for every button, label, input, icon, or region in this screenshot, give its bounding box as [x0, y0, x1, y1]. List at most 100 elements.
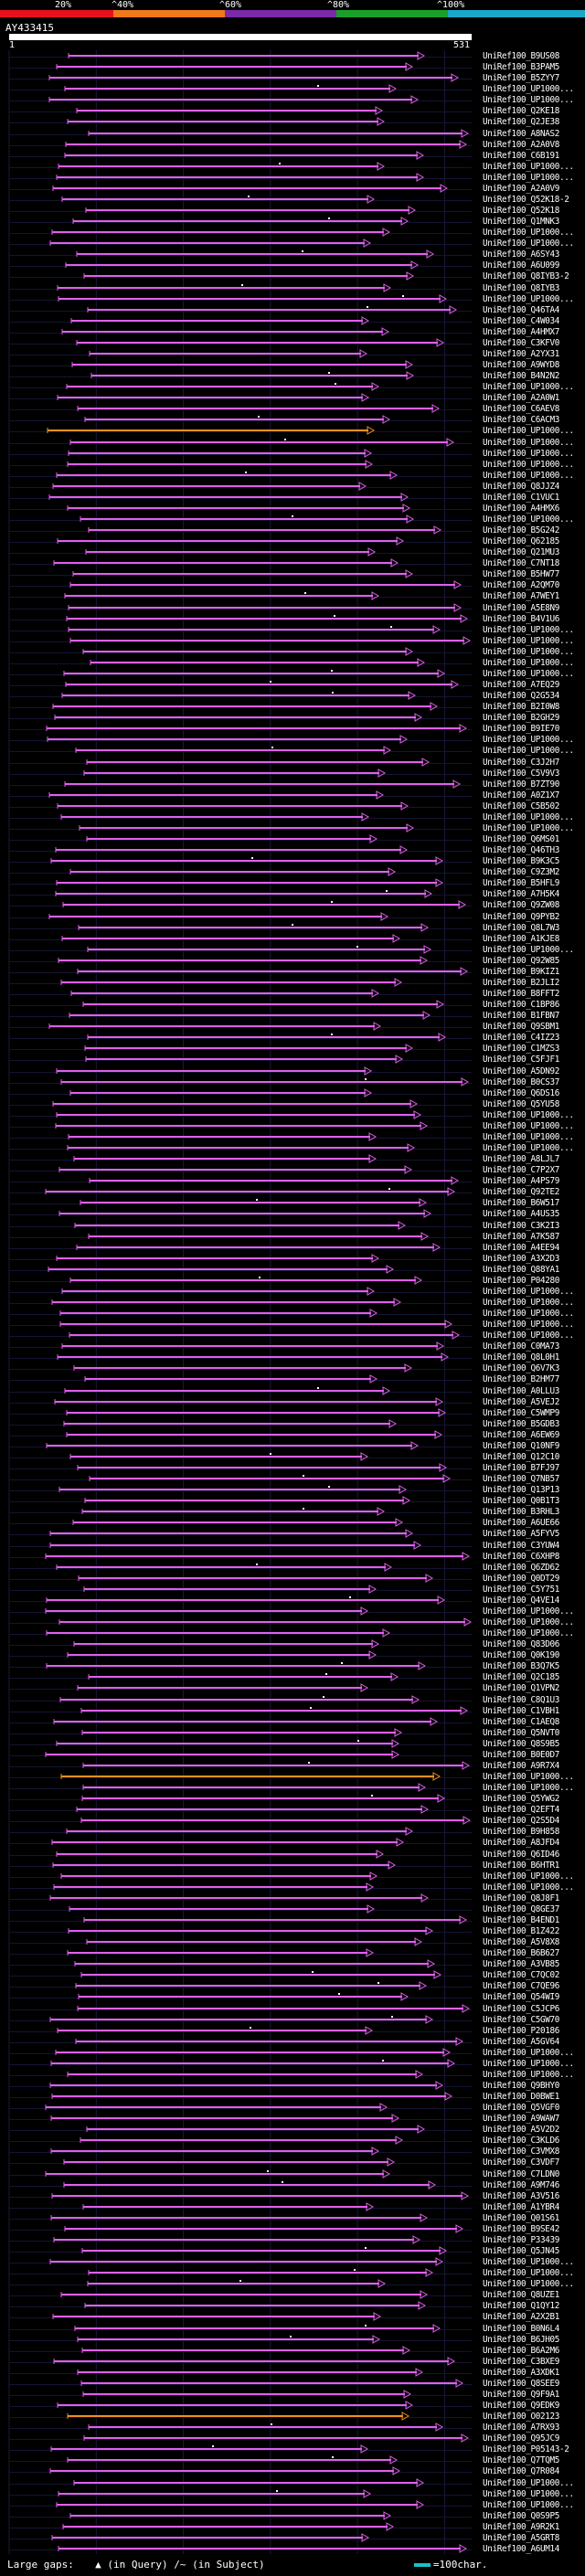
hit-row[interactable] — [9, 84, 472, 93]
hit-row[interactable] — [9, 1992, 472, 2001]
hit-label[interactable]: UniRef100_C7LDN0 — [483, 2168, 559, 2179]
hit-label[interactable]: UniRef100_B1FBN7 — [483, 1010, 559, 1021]
hit-label[interactable]: UniRef100_A3VB85 — [483, 1958, 559, 1969]
hit-label[interactable]: UniRef100_B6HTR1 — [483, 1860, 559, 1871]
hit-label[interactable]: UniRef100_C1MZS3 — [483, 1043, 559, 1054]
hit-label[interactable]: UniRef100_C6ACM3 — [483, 414, 559, 425]
hit-row[interactable] — [9, 1243, 472, 1252]
hit-label[interactable]: UniRef100_A2X2B1 — [483, 2311, 559, 2322]
hit-label[interactable]: UniRef100_A7K587 — [483, 1231, 559, 1242]
hit-label[interactable]: UniRef100_Q8GE37 — [483, 1903, 559, 1914]
hit-label[interactable]: UniRef100_UP1000... — [483, 437, 574, 448]
hit-label[interactable]: UniRef100_C3KLD6 — [483, 2135, 559, 2146]
hit-label[interactable]: UniRef100_Q52K18 — [483, 205, 559, 216]
hit-label[interactable]: UniRef100_A6UE66 — [483, 1517, 559, 1528]
hit-label[interactable]: UniRef100_B8FFT2 — [483, 988, 559, 999]
hit-label[interactable]: UniRef100_P04280 — [483, 1275, 559, 1286]
hit-label[interactable]: UniRef100_B6JH05 — [483, 2334, 559, 2345]
hit-label[interactable]: UniRef100_B9SE42 — [483, 2223, 559, 2234]
hit-label[interactable]: UniRef100_UP1000... — [483, 425, 574, 436]
hit-label[interactable]: UniRef100_UP1000... — [483, 2058, 574, 2069]
hit-label[interactable]: UniRef100_B2I0W8 — [483, 701, 559, 712]
hit-label[interactable]: UniRef100_UP1000... — [483, 1120, 574, 1131]
hit-row[interactable] — [9, 1397, 472, 1406]
hit-row[interactable] — [9, 449, 472, 458]
hit-label[interactable]: UniRef100_Q46TH3 — [483, 844, 559, 855]
hit-row[interactable] — [9, 184, 472, 193]
hit-label[interactable]: UniRef100_UP1000... — [483, 94, 574, 105]
hit-label[interactable]: UniRef100_C6B191 — [483, 150, 559, 161]
hit-row[interactable] — [9, 162, 472, 171]
hit-row[interactable] — [9, 669, 472, 678]
hit-row[interactable] — [9, 349, 472, 358]
hit-label[interactable]: UniRef100_Q6ZD62 — [483, 1562, 559, 1573]
hit-label[interactable]: UniRef100_UP1000... — [483, 2047, 574, 2058]
hit-label[interactable]: UniRef100_UP1000... — [483, 470, 574, 481]
hit-label[interactable]: UniRef100_Q1QY12 — [483, 2300, 559, 2311]
hit-label[interactable]: UniRef100_Q92W85 — [483, 955, 559, 966]
hit-label[interactable]: UniRef100_Q2C185 — [483, 1671, 559, 1682]
hit-row[interactable] — [9, 1948, 472, 1957]
hit-row[interactable] — [9, 2224, 472, 2233]
hit-label[interactable]: UniRef100_Q8L7W3 — [483, 922, 559, 933]
hit-label[interactable]: UniRef100_C4IZ23 — [483, 1032, 559, 1043]
hit-label[interactable]: UniRef100_C5FJF1 — [483, 1054, 559, 1065]
hit-row[interactable] — [9, 1761, 472, 1770]
hit-row[interactable] — [9, 514, 472, 524]
hit-row[interactable] — [9, 1485, 472, 1494]
hit-label[interactable]: UniRef100_A2A0V9 — [483, 183, 559, 194]
hit-label[interactable]: UniRef100_A6UM14 — [483, 2543, 559, 2554]
hit-row[interactable] — [9, 1110, 472, 1119]
hit-row[interactable] — [9, 1750, 472, 1759]
hit-label[interactable]: UniRef100_C3KFV0 — [483, 337, 559, 348]
hit-row[interactable] — [9, 2544, 472, 2553]
hit-label[interactable]: UniRef100_UP1000... — [483, 1142, 574, 1153]
hit-label[interactable]: UniRef100_UP1000... — [483, 1330, 574, 1341]
hit-row[interactable] — [9, 1033, 472, 1042]
hit-label[interactable]: UniRef100_Q6ID46 — [483, 1849, 559, 1860]
hit-row[interactable] — [9, 1904, 472, 1913]
hit-label[interactable]: UniRef100_UP1000... — [483, 2499, 574, 2510]
hit-label[interactable]: UniRef100_Q2G534 — [483, 690, 559, 701]
hit-row[interactable] — [9, 217, 472, 226]
hit-label[interactable]: UniRef100_B5HFL9 — [483, 877, 559, 888]
hit-row[interactable] — [9, 1099, 472, 1108]
hit-label[interactable]: UniRef100_C3VMX8 — [483, 2146, 559, 2157]
hit-row[interactable] — [9, 834, 472, 843]
hit-row[interactable] — [9, 1352, 472, 1362]
hit-label[interactable]: UniRef100_C9Z3M2 — [483, 866, 559, 877]
hit-row[interactable] — [9, 569, 472, 578]
hit-row[interactable] — [9, 1254, 472, 1263]
hit-label[interactable]: UniRef100_B6W517 — [483, 1197, 559, 1208]
hit-row[interactable] — [9, 2279, 472, 2288]
hit-row[interactable] — [9, 912, 472, 921]
hit-row[interactable] — [9, 1706, 472, 1715]
hit-label[interactable]: UniRef100_P05143-2 — [483, 2443, 569, 2454]
hit-row[interactable] — [9, 1276, 472, 1285]
hit-row[interactable] — [9, 889, 472, 898]
hit-row[interactable] — [9, 2125, 472, 2134]
hit-label[interactable]: UniRef100_UP1000... — [483, 668, 574, 679]
hit-row[interactable] — [9, 1474, 472, 1483]
hit-label[interactable]: UniRef100_Q0DT29 — [483, 1573, 559, 1584]
hit-row[interactable] — [9, 2015, 472, 2024]
hit-label[interactable]: UniRef100_Q8S9B5 — [483, 1738, 559, 1749]
hit-label[interactable]: UniRef100_A5V8X8 — [483, 1936, 559, 1947]
hit-label[interactable]: UniRef100_A1YBR4 — [483, 2201, 559, 2212]
hit-label[interactable]: UniRef100_UP1000... — [483, 734, 574, 745]
hit-label[interactable]: UniRef100_C5GW70 — [483, 2014, 559, 2025]
hit-label[interactable]: UniRef100_C1AEQ8 — [483, 1716, 559, 1727]
hit-label[interactable]: UniRef100_Q7NB57 — [483, 1473, 559, 1484]
hit-row[interactable] — [9, 978, 472, 987]
hit-label[interactable]: UniRef100_UP1000... — [483, 1286, 574, 1297]
hit-row[interactable] — [9, 493, 472, 502]
hit-row[interactable] — [9, 1827, 472, 1836]
hit-row[interactable] — [9, 1363, 472, 1373]
hit-row[interactable] — [9, 923, 472, 932]
hit-label[interactable]: UniRef100_B6A2M6 — [483, 2345, 559, 2356]
hit-row[interactable] — [9, 1650, 472, 1659]
hit-row[interactable] — [9, 1330, 472, 1340]
hit-row[interactable] — [9, 195, 472, 204]
hit-row[interactable] — [9, 2357, 472, 2366]
hit-row[interactable] — [9, 989, 472, 998]
